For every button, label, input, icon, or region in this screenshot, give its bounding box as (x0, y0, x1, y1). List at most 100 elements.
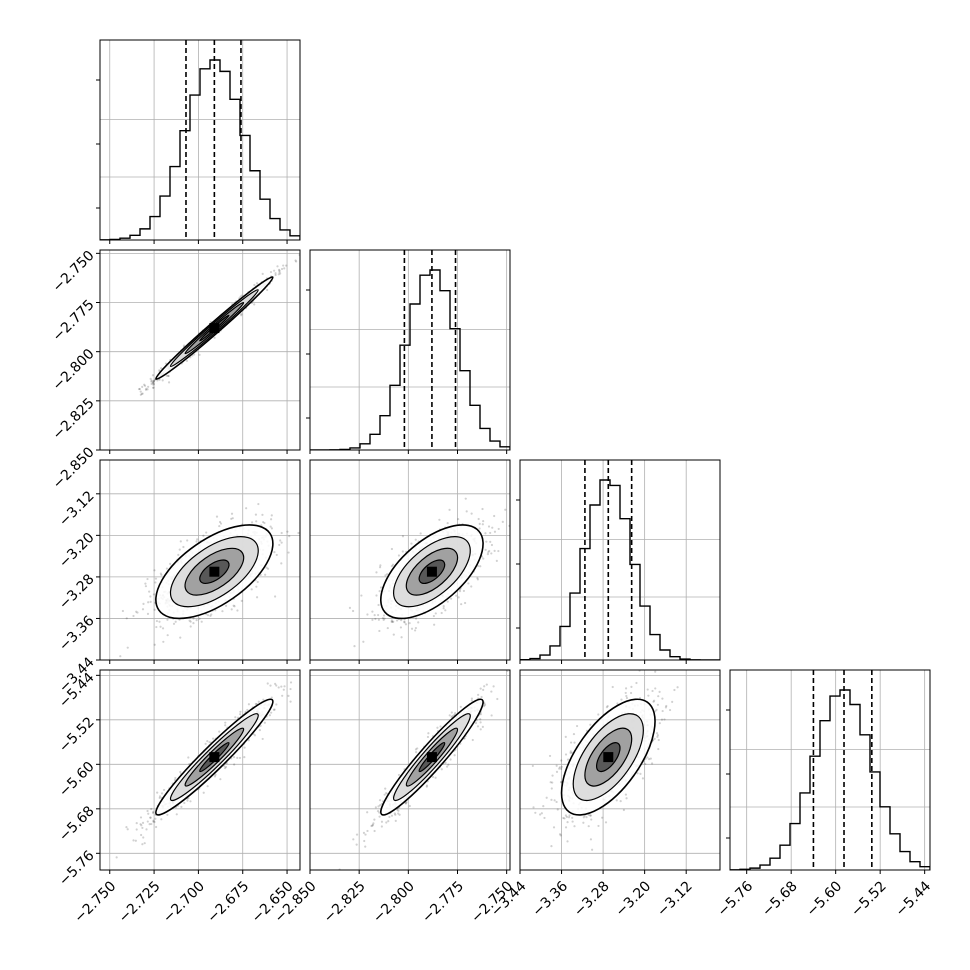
sample-point (183, 801, 186, 805)
xtick-label: −2.700 (160, 878, 208, 926)
xtick-label: −2.800 (370, 878, 418, 926)
sample-point (266, 567, 270, 570)
sample-point (134, 839, 137, 842)
sample-point (223, 767, 227, 770)
sample-point (481, 725, 484, 728)
sample-point (215, 515, 219, 518)
sample-point (232, 756, 236, 759)
sample-point (371, 823, 375, 826)
sample-point (132, 614, 135, 618)
scatter-panel-1-0: −2.850−2.825−2.800−2.775−2.750 (50, 248, 301, 492)
sample-point (247, 739, 250, 742)
sample-point (253, 734, 257, 737)
sample-point (362, 831, 366, 834)
sample-point (154, 581, 157, 584)
sample-point (374, 806, 377, 809)
sample-point (286, 530, 289, 533)
sample-point (280, 685, 283, 688)
sample-point (426, 735, 430, 739)
sample-point (167, 374, 170, 378)
sample-point (213, 336, 216, 339)
sample-point (478, 522, 481, 525)
sample-point (397, 773, 401, 777)
sample-point (161, 627, 165, 630)
sample-point (152, 819, 155, 822)
sample-point (373, 613, 376, 617)
sample-point (165, 374, 168, 377)
sample-point (484, 548, 487, 551)
sample-point (250, 588, 253, 591)
sample-point (582, 821, 585, 824)
sample-point (485, 683, 488, 686)
sample-point (371, 824, 374, 827)
sample-point (166, 618, 169, 621)
sample-point (239, 713, 242, 716)
sample-point (156, 379, 159, 382)
sample-point (175, 813, 178, 816)
sample-point (189, 625, 192, 628)
sample-point (152, 593, 156, 596)
sample-point (246, 708, 249, 712)
sample-point (376, 810, 380, 813)
sample-point (381, 617, 385, 620)
sample-point (270, 696, 273, 699)
sample-point (115, 856, 118, 859)
scatter-panel-3-2: −3.44 −3.36 −3.28 −3.20 −3.12 (488, 669, 721, 920)
sample-point (464, 497, 467, 500)
sample-point (236, 756, 239, 759)
sample-point (493, 530, 497, 533)
sample-point (387, 820, 390, 823)
sample-point (400, 619, 403, 622)
sample-point (143, 383, 146, 386)
sample-point (448, 508, 451, 511)
sample-point (279, 272, 282, 275)
sample-point (379, 586, 383, 589)
sample-point (224, 765, 228, 769)
histogram-step (100, 59, 300, 240)
sample-point (355, 843, 358, 846)
sample-point (150, 807, 153, 811)
sample-point (261, 513, 264, 516)
sample-point (206, 785, 209, 788)
sample-point (482, 688, 485, 691)
sample-point (273, 595, 277, 598)
sample-point (363, 839, 366, 843)
sample-point (280, 562, 283, 565)
sample-point (590, 818, 593, 821)
sample-point (153, 608, 156, 611)
sample-point (289, 687, 292, 691)
sample-point (218, 730, 221, 733)
sample-point (559, 781, 563, 784)
sample-point (254, 702, 257, 706)
sample-point (444, 609, 447, 612)
sample-point (285, 264, 288, 267)
sample-point (265, 566, 268, 569)
sample-point (141, 608, 145, 611)
sample-point (213, 775, 217, 778)
density-peak (426, 752, 437, 763)
sample-point (144, 582, 147, 585)
sample-point (448, 714, 451, 717)
sample-point (234, 716, 237, 719)
sample-point (490, 552, 493, 555)
sample-point (179, 636, 182, 639)
sample-point (166, 634, 169, 637)
sample-point (138, 387, 141, 391)
sample-point (187, 756, 190, 759)
density-peak (209, 566, 220, 577)
sample-point (177, 553, 180, 556)
sample-point (146, 820, 149, 823)
sample-point (438, 518, 441, 521)
sample-point (378, 815, 381, 818)
ytick-label: −5.76 (56, 848, 98, 890)
sample-point (167, 374, 170, 377)
sample-point (149, 595, 152, 598)
sample-point (478, 527, 481, 530)
sample-point (394, 813, 397, 816)
sample-point (277, 273, 280, 276)
sample-point (233, 763, 236, 766)
sample-point (451, 714, 454, 718)
sample-point (274, 682, 277, 685)
xtick-label: −2.775 (419, 878, 467, 926)
sample-point (373, 818, 376, 821)
